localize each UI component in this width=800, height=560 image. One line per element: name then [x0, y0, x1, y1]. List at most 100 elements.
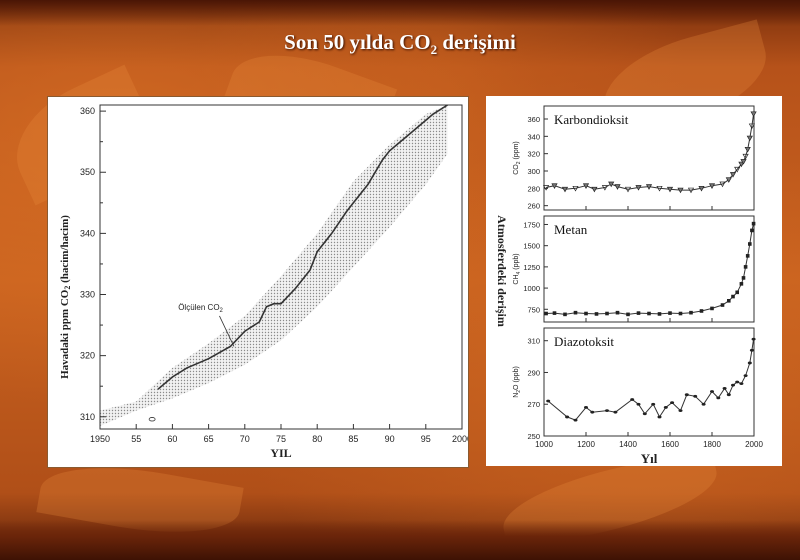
- y-axis-label-text-end: (hacim/hacim): [59, 215, 71, 286]
- gas-panel: 250 270 290 310 Diazotoksit N2O (ppb) 1000 1200…: [513, 327, 763, 449]
- data-point: [584, 311, 588, 316]
- data-point: [584, 406, 588, 409]
- annotation-text: Ölçülen CO: [178, 303, 219, 312]
- data-point: [746, 135, 753, 142]
- y-tick-label: 340: [80, 228, 95, 238]
- data-point: [601, 185, 608, 191]
- data-point: [635, 185, 642, 191]
- gas-panel-title: Diazotoksit: [554, 334, 614, 349]
- gas-plot-frame: [543, 105, 755, 211]
- data-point: [677, 187, 684, 194]
- gas-x-tick-label: 1600: [661, 440, 679, 449]
- gas-y-tick-label: 290: [527, 368, 540, 377]
- data-point: [615, 310, 620, 315]
- gas-y-tick-label: 340: [527, 132, 540, 141]
- gas-x-tick-label: 2000: [745, 440, 763, 449]
- data-point: [561, 186, 569, 193]
- data-point: [750, 228, 754, 233]
- data-point: [693, 394, 698, 398]
- data-point: [698, 185, 705, 192]
- annotation-label: Ölçülen CO2: [178, 303, 223, 314]
- data-point: [739, 382, 744, 385]
- x-axis-label: YIL: [270, 446, 291, 460]
- data-point: [565, 415, 570, 419]
- data-point: [657, 312, 662, 316]
- gas-y-axis-label-text: N: [513, 393, 520, 398]
- data-point: [651, 402, 656, 406]
- data-point: [743, 265, 748, 269]
- gas-y-tick-label: 1250: [523, 263, 540, 272]
- gas-plot-frame: [543, 327, 755, 437]
- data-point: [748, 242, 752, 246]
- data-point: [699, 309, 704, 313]
- annotation-leader: [219, 315, 235, 347]
- gas-y-axis-label-text-end: (ppm): [513, 141, 520, 161]
- gas-y-axis-label: N2O (ppb): [513, 366, 522, 398]
- data-point: [749, 348, 754, 352]
- x-tick-label: 2000: [452, 434, 468, 444]
- co2-line-chart: 1950 55 60 65 70 75 80 85 90 95 2000 310 320 330 340 35…: [59, 104, 472, 460]
- data-point: [740, 159, 747, 165]
- gas-trend-line: [546, 223, 755, 315]
- data-point: [735, 380, 740, 384]
- x-tick-label: 75: [276, 434, 286, 444]
- data-point: [666, 186, 674, 193]
- x-tick-label: 80: [312, 434, 322, 444]
- gas-y-axis-label: CH4 (ppb): [513, 253, 522, 284]
- data-point: [716, 396, 721, 400]
- gas-panel-title: Karbondioksit: [554, 112, 629, 127]
- gas-y-axis-label: CO2 (ppm): [513, 141, 522, 175]
- gas-y-axis-label-text-end: O (ppb): [513, 366, 520, 390]
- data-point: [608, 181, 615, 188]
- data-point: [744, 146, 751, 153]
- gas-y-tick-label: 750: [527, 305, 540, 314]
- data-point: [630, 398, 635, 401]
- slide-title: Son 50 yılda CO2 derişimi: [0, 30, 800, 58]
- side-axis-label: Atmosferdeki derişim: [495, 215, 509, 327]
- data-point: [656, 185, 663, 192]
- data-point: [624, 186, 632, 193]
- gas-y-tick-label: 320: [527, 150, 540, 159]
- x-tick-label: 55: [131, 434, 141, 444]
- data-point: [684, 393, 689, 397]
- data-point: [738, 161, 745, 168]
- gas-y-axis-label-subscript: 4: [516, 271, 522, 274]
- gas-y-axis-label-text: CH: [513, 274, 520, 284]
- gas-x-tick-label: 1800: [703, 440, 721, 449]
- x-tick-label: 70: [240, 434, 250, 444]
- gas-y-tick-label: 1500: [523, 242, 540, 251]
- data-point: [546, 399, 551, 403]
- data-point: [687, 187, 695, 194]
- annotation-subscript: 2: [220, 308, 224, 314]
- data-point: [573, 418, 578, 422]
- data-point: [591, 186, 598, 193]
- data-point: [552, 311, 557, 315]
- data-point: [626, 312, 630, 317]
- gas-y-tick-label: 270: [527, 400, 540, 409]
- x-axis-label-year: Yıl: [641, 451, 658, 466]
- slide-title-subscript: 2: [430, 42, 438, 58]
- data-point: [590, 410, 595, 414]
- gas-y-axis-label-subscript: 2: [516, 161, 522, 164]
- data-point: [573, 310, 578, 315]
- y-axis-label-subscript: 2: [63, 286, 72, 290]
- data-point: [747, 361, 752, 365]
- data-point: [745, 254, 750, 258]
- gas-panel: 260 280 300 320 340 360 Karbondioksit CO2 (ppm): [513, 105, 757, 211]
- data-point: [701, 402, 706, 406]
- y-tick-label: 310: [80, 412, 95, 422]
- data-point: [722, 386, 727, 390]
- data-point: [748, 123, 755, 130]
- x-tick-label: 95: [421, 434, 431, 444]
- data-point: [727, 299, 731, 303]
- slide-title-text-end: derişimi: [437, 30, 516, 54]
- data-point: [710, 306, 714, 311]
- co2-measured-line: [157, 104, 448, 390]
- data-point: [551, 183, 558, 189]
- y-axis-label-text: Havadaki ppm CO: [59, 289, 71, 379]
- gas-panel-title: Metan: [554, 222, 588, 237]
- data-point: [708, 183, 716, 189]
- gas-y-tick-label: 280: [527, 184, 540, 193]
- gas-y-tick-label: 1000: [523, 284, 540, 293]
- data-point: [670, 401, 675, 405]
